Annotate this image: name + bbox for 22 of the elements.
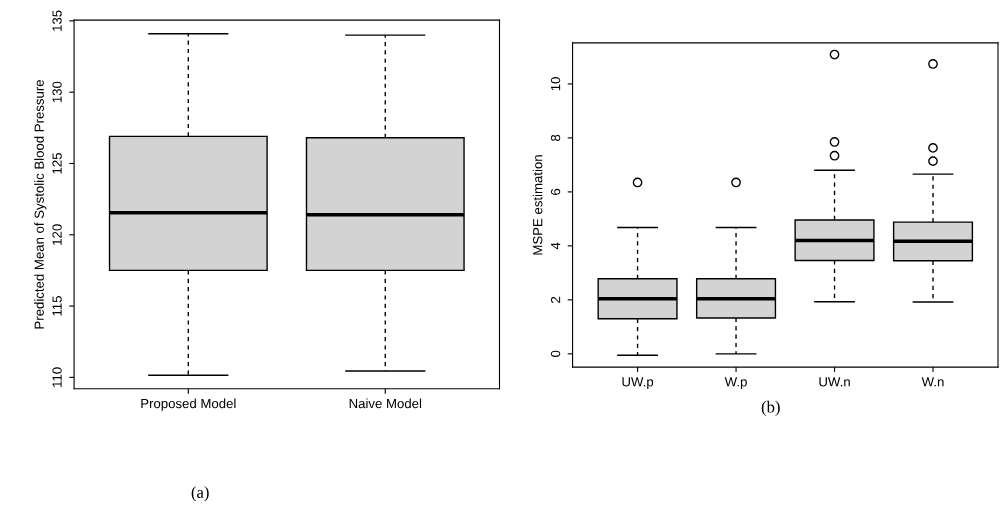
y-tick-label: 125 bbox=[52, 153, 62, 174]
y-tick-label: 0 bbox=[550, 350, 561, 357]
text: (a) bbox=[191, 486, 209, 502]
text: (b) bbox=[761, 400, 780, 416]
y-tick-label: 2 bbox=[550, 296, 561, 303]
y-tick-label: 110 bbox=[52, 367, 62, 387]
y-tick-label: 6 bbox=[550, 188, 561, 195]
y-tick-label: 4 bbox=[551, 242, 561, 250]
x-tick-label: UW.n bbox=[819, 377, 850, 387]
x-tick-label: W.n bbox=[921, 377, 944, 387]
y-tick-label: 135 bbox=[52, 10, 62, 31]
x-tick-label: UW.p bbox=[622, 377, 654, 390]
y-tick-label: 8 bbox=[550, 134, 561, 142]
y-tick-label: 120 bbox=[52, 224, 62, 245]
y-tick-label: 115 bbox=[52, 296, 62, 316]
x-tick-label: Proposed Model bbox=[141, 398, 236, 411]
y-axis-title: MSPE estimation bbox=[532, 155, 543, 255]
y-tick-label: 10 bbox=[550, 77, 561, 91]
y-tick-label: 130 bbox=[52, 81, 62, 103]
y-axis-title: Predicted Mean of Systolic Blood Pressure bbox=[34, 80, 47, 329]
x-tick-label: W.p bbox=[724, 377, 747, 390]
x-tick-label: Naive Model bbox=[349, 398, 422, 409]
